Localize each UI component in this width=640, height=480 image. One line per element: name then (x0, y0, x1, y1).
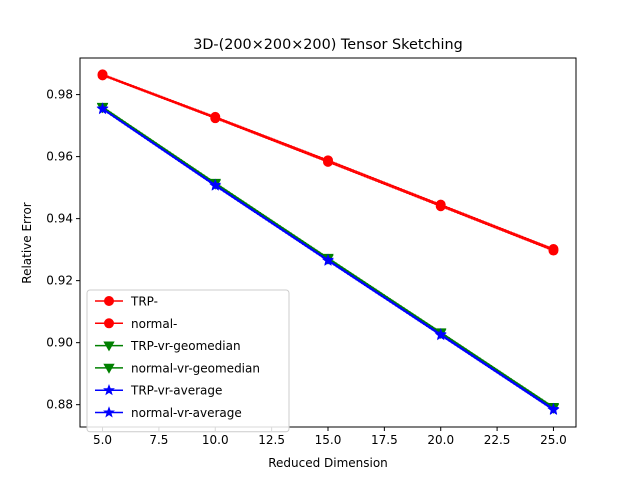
x-tick-label: 20.0 (427, 433, 454, 447)
legend-label: TRP- (130, 295, 158, 309)
x-tick-label: 5.0 (93, 433, 112, 447)
series-layer (96, 69, 560, 415)
data-point (97, 70, 108, 81)
x-tick-label: 10.0 (202, 433, 229, 447)
x-tick-label: 12.5 (258, 433, 285, 447)
legend-entry: normal-vr-geomedian (95, 361, 260, 375)
x-tick-label: 22.5 (484, 433, 511, 447)
legend-entry: TRP-vr-average (95, 384, 222, 398)
legend-label: normal-vr-geomedian (131, 361, 260, 375)
x-tick-label: 7.5 (149, 433, 168, 447)
legend-label: TRP-vr-geomedian (130, 339, 241, 353)
legend-marker (103, 341, 115, 352)
legend-entry: TRP- (95, 295, 158, 309)
data-point (323, 156, 333, 167)
data-point (548, 245, 559, 256)
legend-label: normal-vr-average (131, 406, 242, 420)
x-axis-ticks: 5.0 7.5 10.0 12.5 15.0 17.5 20.0 22.5 25.0 (93, 427, 567, 447)
y-tick-label: 0.90 (46, 336, 73, 350)
x-tick-label: 17.5 (371, 433, 398, 447)
data-point (434, 328, 447, 341)
y-tick-label: 0.88 (46, 398, 73, 412)
legend-marker (103, 406, 115, 418)
y-axis-ticks: 0.88 0.90 0.92 0.94 0.96 0.98 (46, 88, 80, 412)
y-tick-label: 0.92 (46, 274, 73, 288)
x-axis-label: Reduced Dimension (268, 456, 388, 470)
legend-entry: normal- (95, 317, 177, 331)
series-normal-vr-average (96, 102, 560, 415)
legend-entry: normal-vr-average (95, 406, 242, 420)
legend: TRP-normal- TRP-vr-geomedian normal-vr-geo… (86, 289, 290, 433)
data-point (209, 179, 222, 191)
data-point (435, 201, 446, 212)
data-point (96, 102, 109, 115)
y-tick-label: 0.98 (46, 88, 73, 102)
x-tick-label: 25.0 (540, 433, 567, 447)
legend-box (86, 289, 290, 433)
x-tick-label: 15.0 (315, 433, 342, 447)
series-normal- (97, 70, 559, 256)
y-tick-label: 0.96 (46, 150, 73, 164)
legend-marker (104, 296, 114, 306)
legend-marker (103, 363, 115, 374)
legend-entry: TRP-vr-geomedian (95, 339, 241, 353)
y-tick-label: 0.94 (46, 212, 73, 226)
legend-marker (104, 318, 114, 329)
y-axis-label: Relative Error (20, 202, 34, 284)
legend-marker (103, 383, 115, 396)
data-point (322, 254, 334, 266)
legend-label: normal- (131, 317, 177, 331)
legend-label: TRP-vr-average (130, 384, 222, 398)
data-point (547, 403, 560, 415)
chart-title: 3D-(200×200×200) Tensor Sketching (193, 37, 463, 53)
data-point (210, 113, 221, 124)
